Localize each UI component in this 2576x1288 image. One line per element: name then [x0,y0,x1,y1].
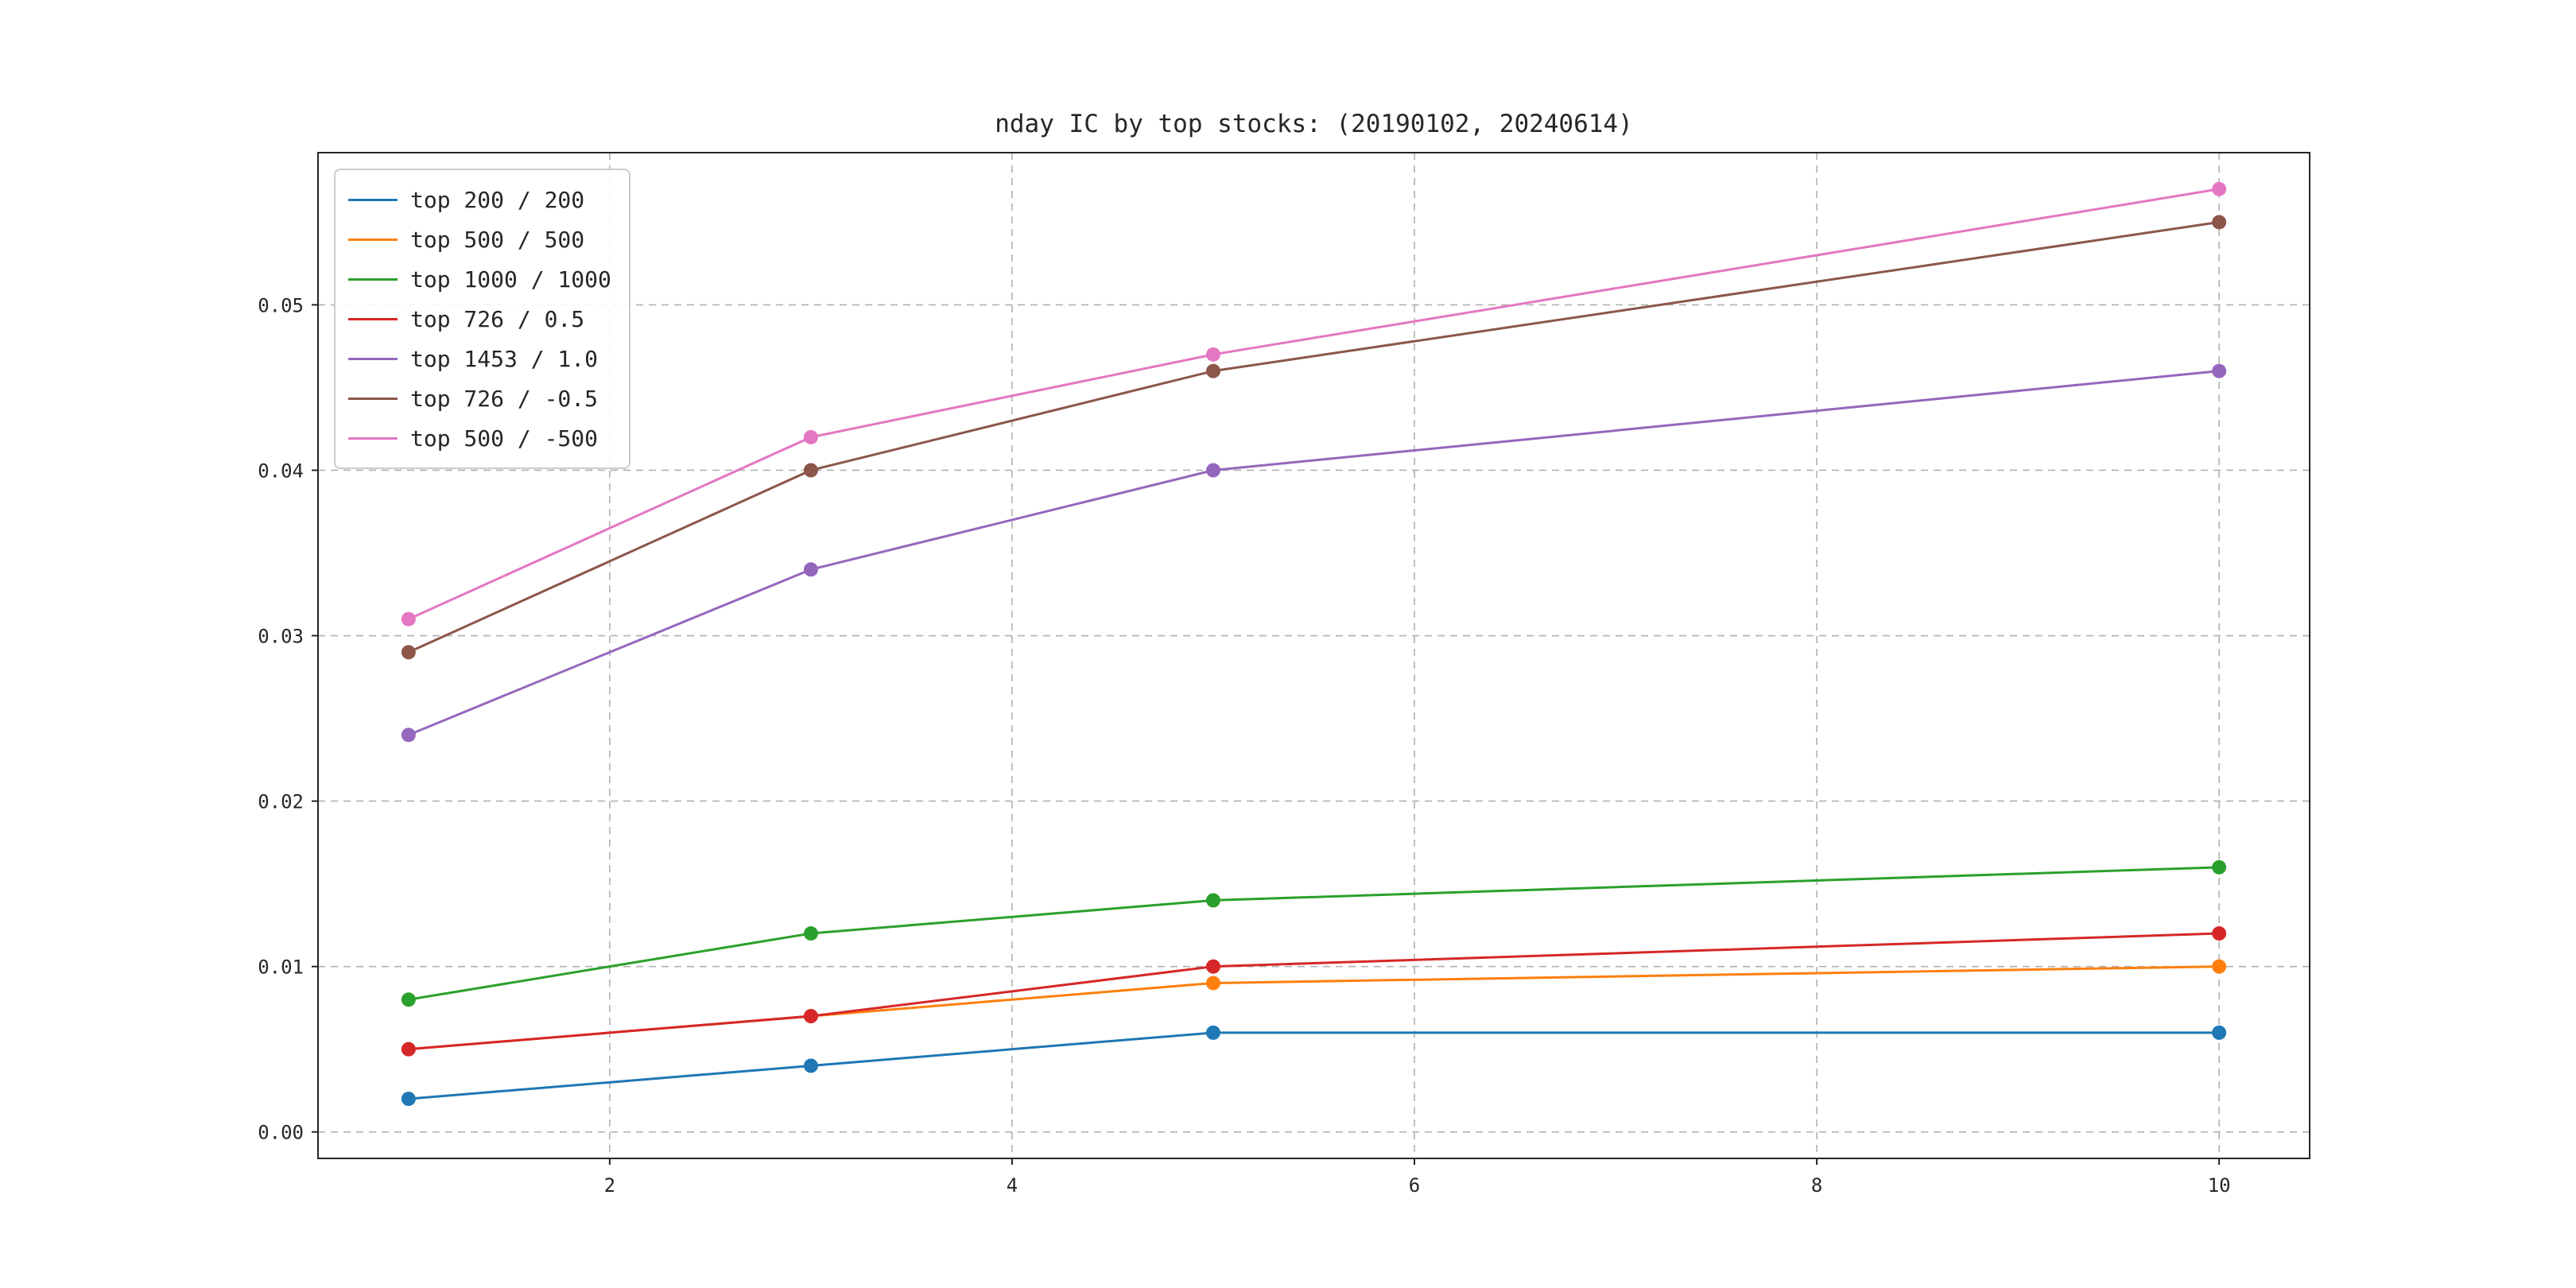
series-marker [1205,976,1220,991]
series-marker [401,727,416,743]
legend-line-swatch [348,238,398,241]
y-tick-label: 0.05 [258,294,304,316]
series-marker [2212,1025,2227,1040]
legend-line-swatch [348,277,398,281]
legend: top 200 / 200 top 500 / 500 top 1000 / 100… [334,169,630,469]
series-marker [2212,926,2227,941]
series-line [408,1031,2220,1100]
series-marker [2212,181,2227,196]
legend-line-swatch [348,317,398,320]
series-marker [1205,1025,1220,1040]
legend-line-swatch [348,436,398,440]
series-line [408,188,2220,621]
series-marker [2212,215,2227,230]
series-marker [1205,893,1220,908]
series-marker [803,562,818,577]
legend-line-swatch [348,357,398,360]
legend-item: top 1000 / 1000 [348,259,611,299]
legend-line-swatch [348,198,398,201]
series-marker [2212,363,2227,378]
y-tick-label: 0.00 [258,1122,304,1144]
legend-label: top 500 / -500 [410,425,599,452]
plot-border [317,152,2310,1159]
series-line [408,370,2220,736]
y-tick-label: 0.03 [258,626,304,648]
series-line [408,866,2220,1001]
legend-item: top 1453 / 1.0 [348,339,611,378]
legend-item: top 726 / -0.5 [348,378,611,418]
series-line [408,965,2220,1051]
series-marker [1205,959,1220,974]
x-tick-label: 2 [604,1174,615,1197]
legend-label: top 726 / 0.5 [410,305,585,332]
series-marker [401,1042,416,1057]
legend-label: top 1453 / 1.0 [410,345,599,372]
series-marker [401,611,416,627]
x-tick-label: 10 [2208,1174,2231,1197]
legend-item: top 726 / 0.5 [348,299,611,339]
legend-line-swatch [348,397,398,400]
series-marker [401,1092,416,1107]
legend-label: top 1000 / 1000 [410,266,611,293]
series-marker [1205,363,1220,378]
series-marker [803,429,818,444]
series-line [408,220,2220,654]
x-tick-label: 8 [1811,1174,1822,1197]
legend-label: top 726 / -0.5 [410,385,599,412]
legend-item: top 200 / 200 [348,180,611,219]
x-tick-label: 6 [1409,1174,1420,1197]
series-marker [1205,463,1220,478]
legend-label: top 500 / 500 [410,226,585,253]
series-marker [401,992,416,1007]
legend-item: top 500 / -500 [348,418,611,458]
x-tick-label: 4 [1007,1174,1018,1197]
chart-title: nday IC by top stocks: (20190102, 202406… [995,110,1633,138]
legend-label: top 200 / 200 [410,186,585,213]
series-marker [803,926,818,941]
series-marker [803,1009,818,1024]
series-marker [2212,859,2227,875]
series-marker [2212,959,2227,974]
series-marker [1205,347,1220,362]
y-tick-label: 0.02 [258,791,304,813]
y-tick-label: 0.04 [258,460,304,482]
series-marker [401,645,416,660]
legend-item: top 500 / 500 [348,219,611,259]
series-marker [803,1058,818,1073]
series-line [408,932,2220,1051]
series-marker [803,463,818,478]
y-tick-label: 0.01 [258,956,304,979]
